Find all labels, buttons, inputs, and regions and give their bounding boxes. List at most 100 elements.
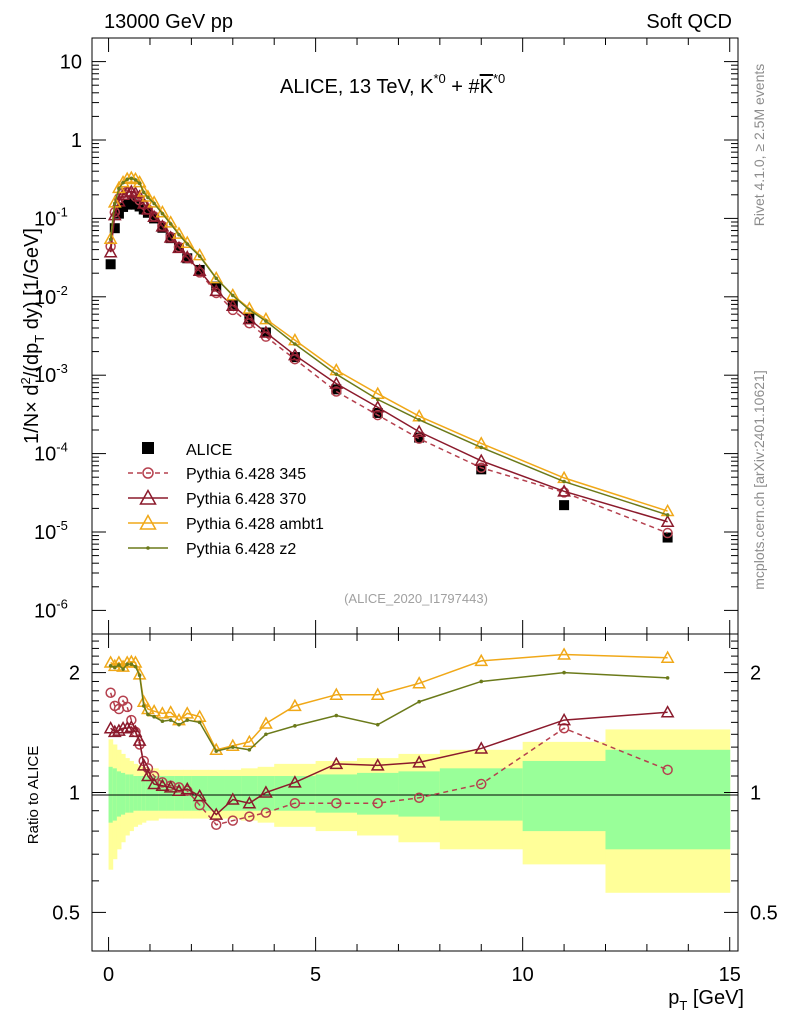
alice-data-point <box>559 500 570 511</box>
legend: ALICE Pythia 6.428 345 Pythia 6.428 370 Pyt… <box>128 442 324 558</box>
series-line-ambt1 <box>109 176 668 512</box>
x-axis-label: pT [GeV] <box>668 987 744 1013</box>
alice-data-point <box>372 407 383 418</box>
series-point-345 <box>210 819 222 830</box>
series-point-370 <box>557 712 571 726</box>
main-y-tick-label: 10 <box>60 52 82 74</box>
main-y-tick-label: 10-5 <box>34 518 68 544</box>
series-point-z2 <box>230 745 235 749</box>
series-point-ambt1 <box>172 226 186 239</box>
series-point-ambt1 <box>412 676 427 689</box>
series-point-370 <box>172 783 186 797</box>
series-point-z2 <box>112 665 117 670</box>
uncertainty-bands <box>108 729 731 893</box>
series-point-345 <box>289 797 301 809</box>
series-point-z2 <box>117 663 121 667</box>
series-point-370 <box>660 514 675 528</box>
ratio-x-tick-label: 15 <box>719 964 741 986</box>
series-point-345 <box>331 797 342 809</box>
legend-marker <box>139 488 157 505</box>
series-point-ambt1 <box>474 653 489 667</box>
series-point-370 <box>288 348 302 361</box>
main-y-tick-base: 10 <box>34 444 56 466</box>
main-y-tick-base: 10 <box>34 208 56 230</box>
series-point-370 <box>225 792 240 805</box>
series-point-370 <box>288 775 302 788</box>
series-point-z2 <box>197 720 202 725</box>
series-point-z2 <box>129 176 134 181</box>
green-band-bin <box>149 776 159 811</box>
series-point-370 <box>147 776 162 790</box>
series-point-345 <box>244 811 255 822</box>
series-point-z2 <box>562 670 566 675</box>
series-point-ambt1 <box>242 734 257 748</box>
series-point-z2 <box>177 232 181 237</box>
series-point-370 <box>128 724 143 738</box>
series-point-ambt1 <box>147 195 162 208</box>
series-point-345 <box>121 701 133 713</box>
series-point-ambt1 <box>225 738 240 752</box>
series-point-z2 <box>141 190 146 195</box>
legend-marker <box>139 513 157 530</box>
series-point-345 <box>260 807 272 818</box>
green-band-bin <box>274 776 317 811</box>
ratio-x-tick-label: 10 <box>512 964 534 986</box>
legend-marker <box>146 546 150 550</box>
series-point-z2 <box>185 718 190 722</box>
series-point-370 <box>329 756 344 770</box>
series-point-370 <box>660 705 675 718</box>
series-point-370 <box>209 807 224 820</box>
main-y-axis-label: 1/N× d2/(dpT dy) [1/GeV] <box>18 228 47 444</box>
alice-data-point <box>142 207 153 218</box>
series-point-370 <box>136 196 151 209</box>
series-point-z2 <box>108 237 113 242</box>
series-point-ambt1 <box>136 184 151 197</box>
series-point-ambt1 <box>180 235 195 248</box>
series-point-345 <box>413 433 425 444</box>
series-point-345 <box>331 386 342 397</box>
series-point-z2 <box>137 673 142 678</box>
series-point-370 <box>141 202 155 215</box>
series-point-345 <box>662 764 673 776</box>
series-point-345 <box>476 462 487 473</box>
series-point-z2 <box>129 662 134 666</box>
main-y-tick-label: 1 <box>71 130 82 152</box>
rivet-version-label: Rivet 4.1.0, ≥ 2.5M events <box>751 64 767 227</box>
series-point-z2 <box>121 667 125 671</box>
series-point-370 <box>141 768 155 782</box>
green-band-bin <box>241 776 259 811</box>
main-y-tick-label: 10-1 <box>34 204 68 230</box>
series-point-z2 <box>121 180 125 185</box>
series-point-370 <box>192 788 207 802</box>
alice-data-point <box>331 384 342 395</box>
alice-data-point <box>289 352 300 363</box>
series-point-ambt1 <box>557 647 571 660</box>
alice-data-point <box>227 299 238 310</box>
ratio-y-tick-label-right: 2 <box>750 663 761 685</box>
series-point-345 <box>558 722 570 734</box>
main-y-tick-base: 10 <box>34 522 56 544</box>
main-y-tick-label: 10-2 <box>34 283 68 309</box>
main-y-tick-exponent: -2 <box>56 283 68 298</box>
main-y-tick-base: 10 <box>34 365 56 387</box>
series-point-z2 <box>247 308 252 312</box>
series-point-z2 <box>264 319 268 323</box>
main-y-tick-exponent: -4 <box>56 440 68 455</box>
ratio-x-tick-label: 0 <box>103 964 114 986</box>
series-point-ambt1 <box>660 650 675 663</box>
series-point-z2 <box>152 714 156 719</box>
series-point-z2 <box>247 747 252 752</box>
series-point-z2 <box>125 177 129 182</box>
green-band-bin <box>207 776 226 811</box>
ratio-series <box>103 647 675 830</box>
series-point-370 <box>242 796 257 809</box>
ratio-x-tick-label: 5 <box>310 964 321 986</box>
series-point-ambt1 <box>370 687 385 700</box>
series-point-ambt1 <box>329 687 344 700</box>
series-point-ambt1 <box>124 654 139 667</box>
series-point-z2 <box>214 276 219 281</box>
series-point-z2 <box>665 513 670 517</box>
header-right: Soft QCD <box>646 11 732 33</box>
series-point-345 <box>227 815 239 826</box>
